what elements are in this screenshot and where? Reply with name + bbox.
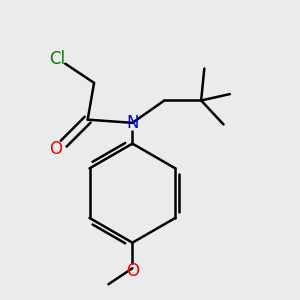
- Text: N: N: [126, 114, 139, 132]
- Text: Cl: Cl: [49, 50, 65, 68]
- Text: O: O: [126, 262, 139, 280]
- Text: O: O: [49, 140, 62, 158]
